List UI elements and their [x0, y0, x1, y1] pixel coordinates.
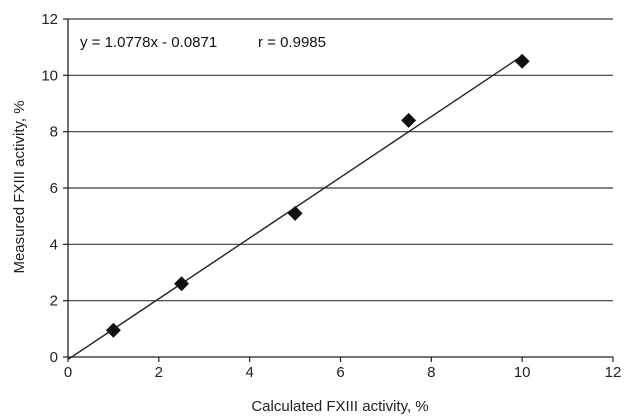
tick-labels: 0 2 4 6 8 10 12 0 2 4 6 8 10 12 [41, 11, 621, 381]
x-tick-label-6: 6 [336, 364, 344, 381]
x-tick-label-2: 2 [155, 364, 163, 381]
y-tick-label-12: 12 [41, 11, 58, 28]
x-tick-label-4: 4 [245, 364, 253, 381]
gridlines [68, 18, 613, 302]
data-point-2 [174, 276, 190, 292]
y-tick-label-10: 10 [41, 67, 58, 84]
axes [63, 18, 614, 362]
data-point-5 [514, 53, 530, 69]
equation-annotation: y = 1.0778x - 0.0871 [80, 34, 217, 51]
y-tick-label-4: 4 [50, 236, 58, 253]
r-value-annotation: r = 0.9985 [258, 34, 326, 51]
y-tick-label-8: 8 [50, 124, 58, 141]
y-axis-title: Measured FXIII activity, % [11, 100, 28, 273]
y-tick-label-6: 6 [50, 180, 58, 197]
data-point-3 [287, 205, 303, 221]
x-tick-label-8: 8 [427, 364, 435, 381]
x-tick-label-12: 12 [605, 364, 622, 381]
x-tick-label-10: 10 [514, 364, 531, 381]
data-point-1 [105, 322, 121, 338]
data-point-4 [401, 112, 417, 128]
x-axis-title: Calculated FXIII activity, % [251, 398, 428, 415]
x-tick-label-0: 0 [64, 364, 72, 381]
data-points [105, 53, 530, 338]
y-tick-label-0: 0 [50, 349, 58, 366]
y-tick-label-2: 2 [50, 293, 58, 310]
